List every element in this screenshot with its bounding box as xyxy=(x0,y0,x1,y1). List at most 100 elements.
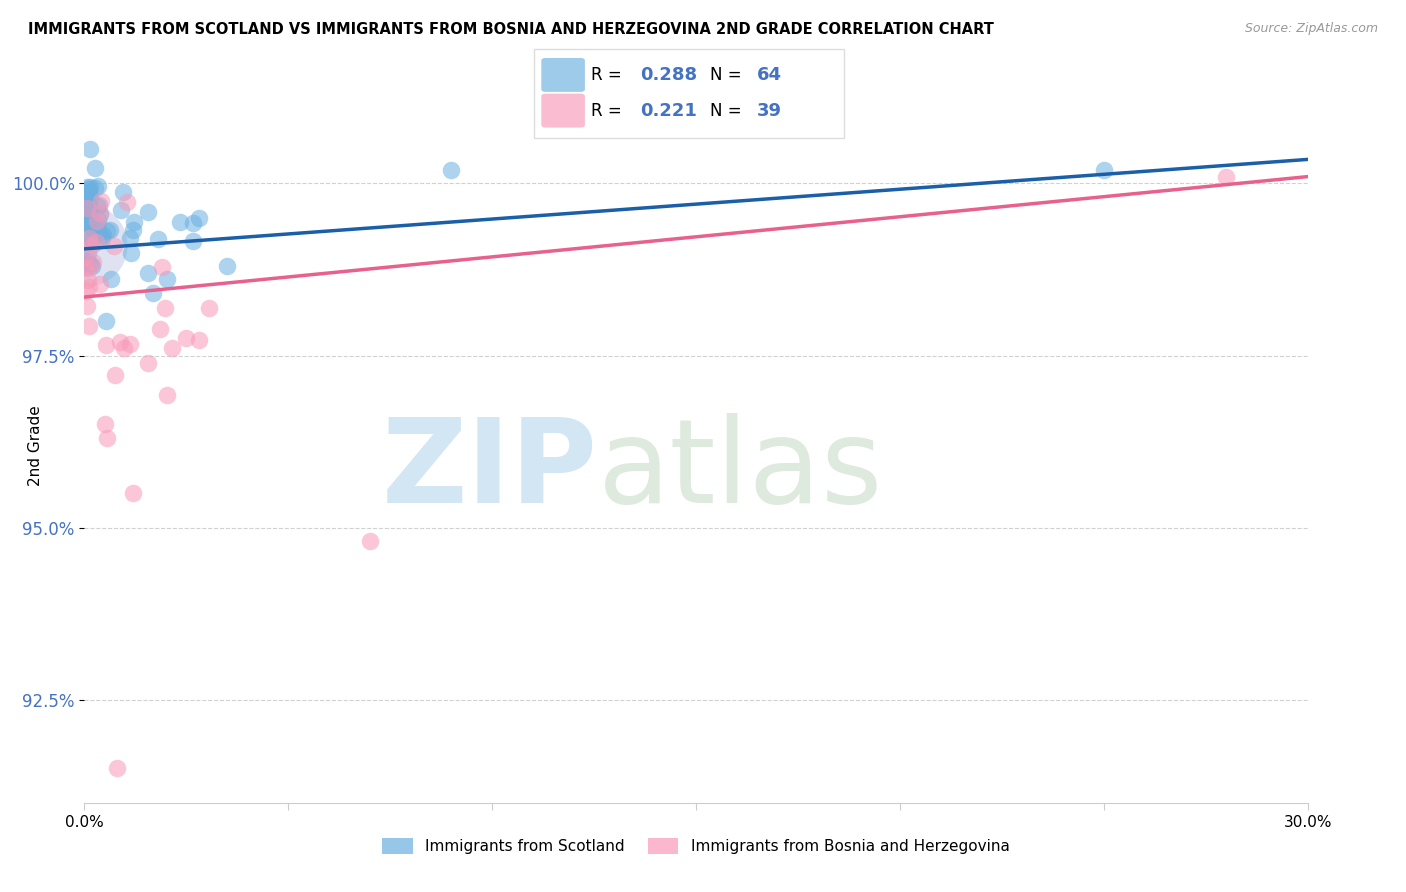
Point xyxy=(83,181,105,195)
Point xyxy=(73,194,96,209)
Point xyxy=(79,202,101,216)
Point xyxy=(77,231,100,245)
Point xyxy=(91,231,114,245)
Point xyxy=(120,246,142,260)
Point xyxy=(1215,169,1237,184)
Point xyxy=(197,301,219,316)
Point xyxy=(181,234,204,248)
Point xyxy=(75,252,97,267)
Point xyxy=(86,214,108,228)
Point xyxy=(153,301,176,315)
Point xyxy=(96,431,118,445)
Point xyxy=(73,202,96,216)
Point xyxy=(156,387,179,401)
Point xyxy=(89,206,111,220)
Point xyxy=(79,257,101,271)
Point xyxy=(217,259,239,273)
Point xyxy=(100,272,122,286)
Point xyxy=(1092,162,1115,177)
Point xyxy=(76,299,98,313)
Point xyxy=(82,232,104,246)
Text: N =: N = xyxy=(710,66,747,84)
Point xyxy=(77,261,100,276)
Point xyxy=(86,218,108,232)
Point xyxy=(89,277,111,291)
Point xyxy=(76,216,98,230)
Point xyxy=(77,186,100,200)
Point xyxy=(187,211,209,225)
Point xyxy=(75,259,97,273)
Point xyxy=(75,186,97,200)
Point xyxy=(79,198,101,212)
Point xyxy=(105,761,128,775)
Point xyxy=(87,198,110,212)
Point xyxy=(76,180,98,194)
Point xyxy=(77,186,100,201)
Point xyxy=(82,259,104,273)
Text: IMMIGRANTS FROM SCOTLAND VS IMMIGRANTS FROM BOSNIA AND HERZEGOVINA 2ND GRADE COR: IMMIGRANTS FROM SCOTLAND VS IMMIGRANTS F… xyxy=(28,22,994,37)
Point xyxy=(120,231,142,245)
Point xyxy=(174,331,197,345)
Point xyxy=(136,356,159,370)
Point xyxy=(120,336,142,351)
Point xyxy=(84,235,107,249)
Point xyxy=(96,314,118,328)
Point xyxy=(76,206,98,220)
Text: 0.221: 0.221 xyxy=(640,102,696,120)
Point xyxy=(75,215,97,229)
Point xyxy=(160,342,183,356)
Point xyxy=(136,205,159,219)
Point xyxy=(82,216,104,230)
Point xyxy=(77,318,100,333)
Point xyxy=(75,206,97,220)
Point xyxy=(75,261,97,276)
Point xyxy=(188,333,211,347)
Point xyxy=(104,368,127,382)
Point xyxy=(89,207,111,221)
Point xyxy=(82,254,104,268)
Point xyxy=(89,194,111,209)
Point xyxy=(150,260,173,275)
Point xyxy=(73,228,96,243)
Point xyxy=(82,237,104,252)
Point xyxy=(75,204,97,219)
Point xyxy=(77,231,100,245)
Point xyxy=(146,231,169,245)
Point xyxy=(93,417,115,432)
Text: 2nd Grade: 2nd Grade xyxy=(28,406,42,486)
Point xyxy=(156,271,179,285)
Point xyxy=(75,238,97,252)
Point xyxy=(75,284,97,298)
Point xyxy=(73,250,96,264)
Point xyxy=(121,223,143,237)
Point xyxy=(112,341,135,355)
Point xyxy=(77,272,100,286)
Point xyxy=(75,191,97,205)
Point xyxy=(136,266,159,280)
Point xyxy=(79,142,101,156)
Point xyxy=(169,215,191,229)
Text: 64: 64 xyxy=(756,66,782,84)
Point xyxy=(87,178,110,193)
Point xyxy=(77,279,100,293)
Text: 0.288: 0.288 xyxy=(640,66,697,84)
Point xyxy=(77,212,100,227)
Text: N =: N = xyxy=(710,102,747,120)
Text: atlas: atlas xyxy=(598,413,883,528)
Point xyxy=(440,162,463,177)
Point xyxy=(79,207,101,221)
Text: 39: 39 xyxy=(756,102,782,120)
Point xyxy=(87,225,110,239)
Point xyxy=(96,223,118,237)
Point xyxy=(86,213,108,227)
Point xyxy=(181,216,204,230)
Text: Source: ZipAtlas.com: Source: ZipAtlas.com xyxy=(1244,22,1378,36)
Point xyxy=(77,182,100,196)
Point xyxy=(142,285,165,300)
Point xyxy=(110,202,132,217)
Text: R =: R = xyxy=(591,102,627,120)
Point xyxy=(117,194,139,209)
Point xyxy=(82,220,104,235)
Point xyxy=(77,246,100,260)
Point xyxy=(149,322,172,336)
